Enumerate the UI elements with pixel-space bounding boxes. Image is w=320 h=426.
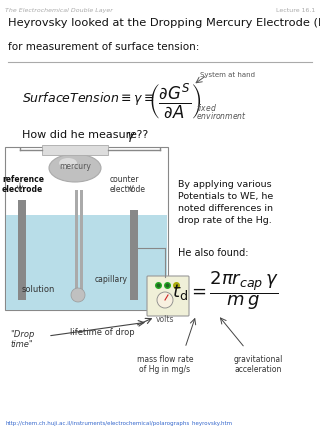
Text: reference
electrode: reference electrode [2,175,44,194]
Text: ??: ?? [133,130,148,140]
Text: volts: volts [156,315,174,324]
Bar [42,145,108,155]
Text: mass flow rate
of Hg in mg/s: mass flow rate of Hg in mg/s [137,355,193,374]
Text: counter
electrode: counter electrode [110,175,146,194]
FancyBboxPatch shape [147,276,189,316]
Text: Lecture 16.1: Lecture 16.1 [276,8,315,13]
Text: How did he measure: How did he measure [22,130,144,140]
Text: capillary: capillary [95,275,128,284]
Bar [130,210,138,300]
Text: $t_{\rm d} = \dfrac{2\pi r_{cap}\,\gamma}{m\,g}$: $t_{\rm d} = \dfrac{2\pi r_{cap}\,\gamma… [172,270,279,312]
Text: solution: solution [22,285,55,294]
Text: $\mathit{SurfaceTension} \equiv \gamma \equiv$: $\mathit{SurfaceTension} \equiv \gamma \… [22,90,155,107]
Text: He also found:: He also found: [178,248,249,258]
Text: By applying various
Potentials to WE, he
noted differences in
drop rate of the H: By applying various Potentials to WE, he… [178,180,273,225]
Text: gravitational
acceleration: gravitational acceleration [233,355,283,374]
Bar [5,147,168,310]
Ellipse shape [49,154,101,182]
Ellipse shape [59,158,77,168]
Bar [6,215,167,310]
Circle shape [157,292,173,308]
Text: System at hand: System at hand [200,72,255,78]
Text: for measurement of surface tension:: for measurement of surface tension: [8,42,199,52]
Bar [80,190,83,295]
Text: mercury: mercury [59,162,91,171]
Text: lifetime of drop: lifetime of drop [70,328,135,337]
Text: Heyrovsky looked at the Dropping Mercury Electrode (DME): Heyrovsky looked at the Dropping Mercury… [8,18,320,28]
Bar [18,200,26,300]
Text: $\left(\dfrac{\partial G^S}{\partial A}\right)$: $\left(\dfrac{\partial G^S}{\partial A}\… [148,82,201,121]
Text: http://chem.ch.huji.ac.il/instruments/electrochemical/polarographs_heyrovsky.htm: http://chem.ch.huji.ac.il/instruments/el… [5,420,232,426]
Text: $\mathit{fixed}$: $\mathit{fixed}$ [196,102,217,113]
Text: $\mathit{environment}$: $\mathit{environment}$ [196,110,247,121]
Text: $\gamma$: $\gamma$ [126,130,136,144]
Bar [75,190,78,295]
Circle shape [71,288,85,302]
Text: "Drop
time": "Drop time" [10,330,34,349]
Text: The Electrochemical Double Layer: The Electrochemical Double Layer [5,8,113,13]
